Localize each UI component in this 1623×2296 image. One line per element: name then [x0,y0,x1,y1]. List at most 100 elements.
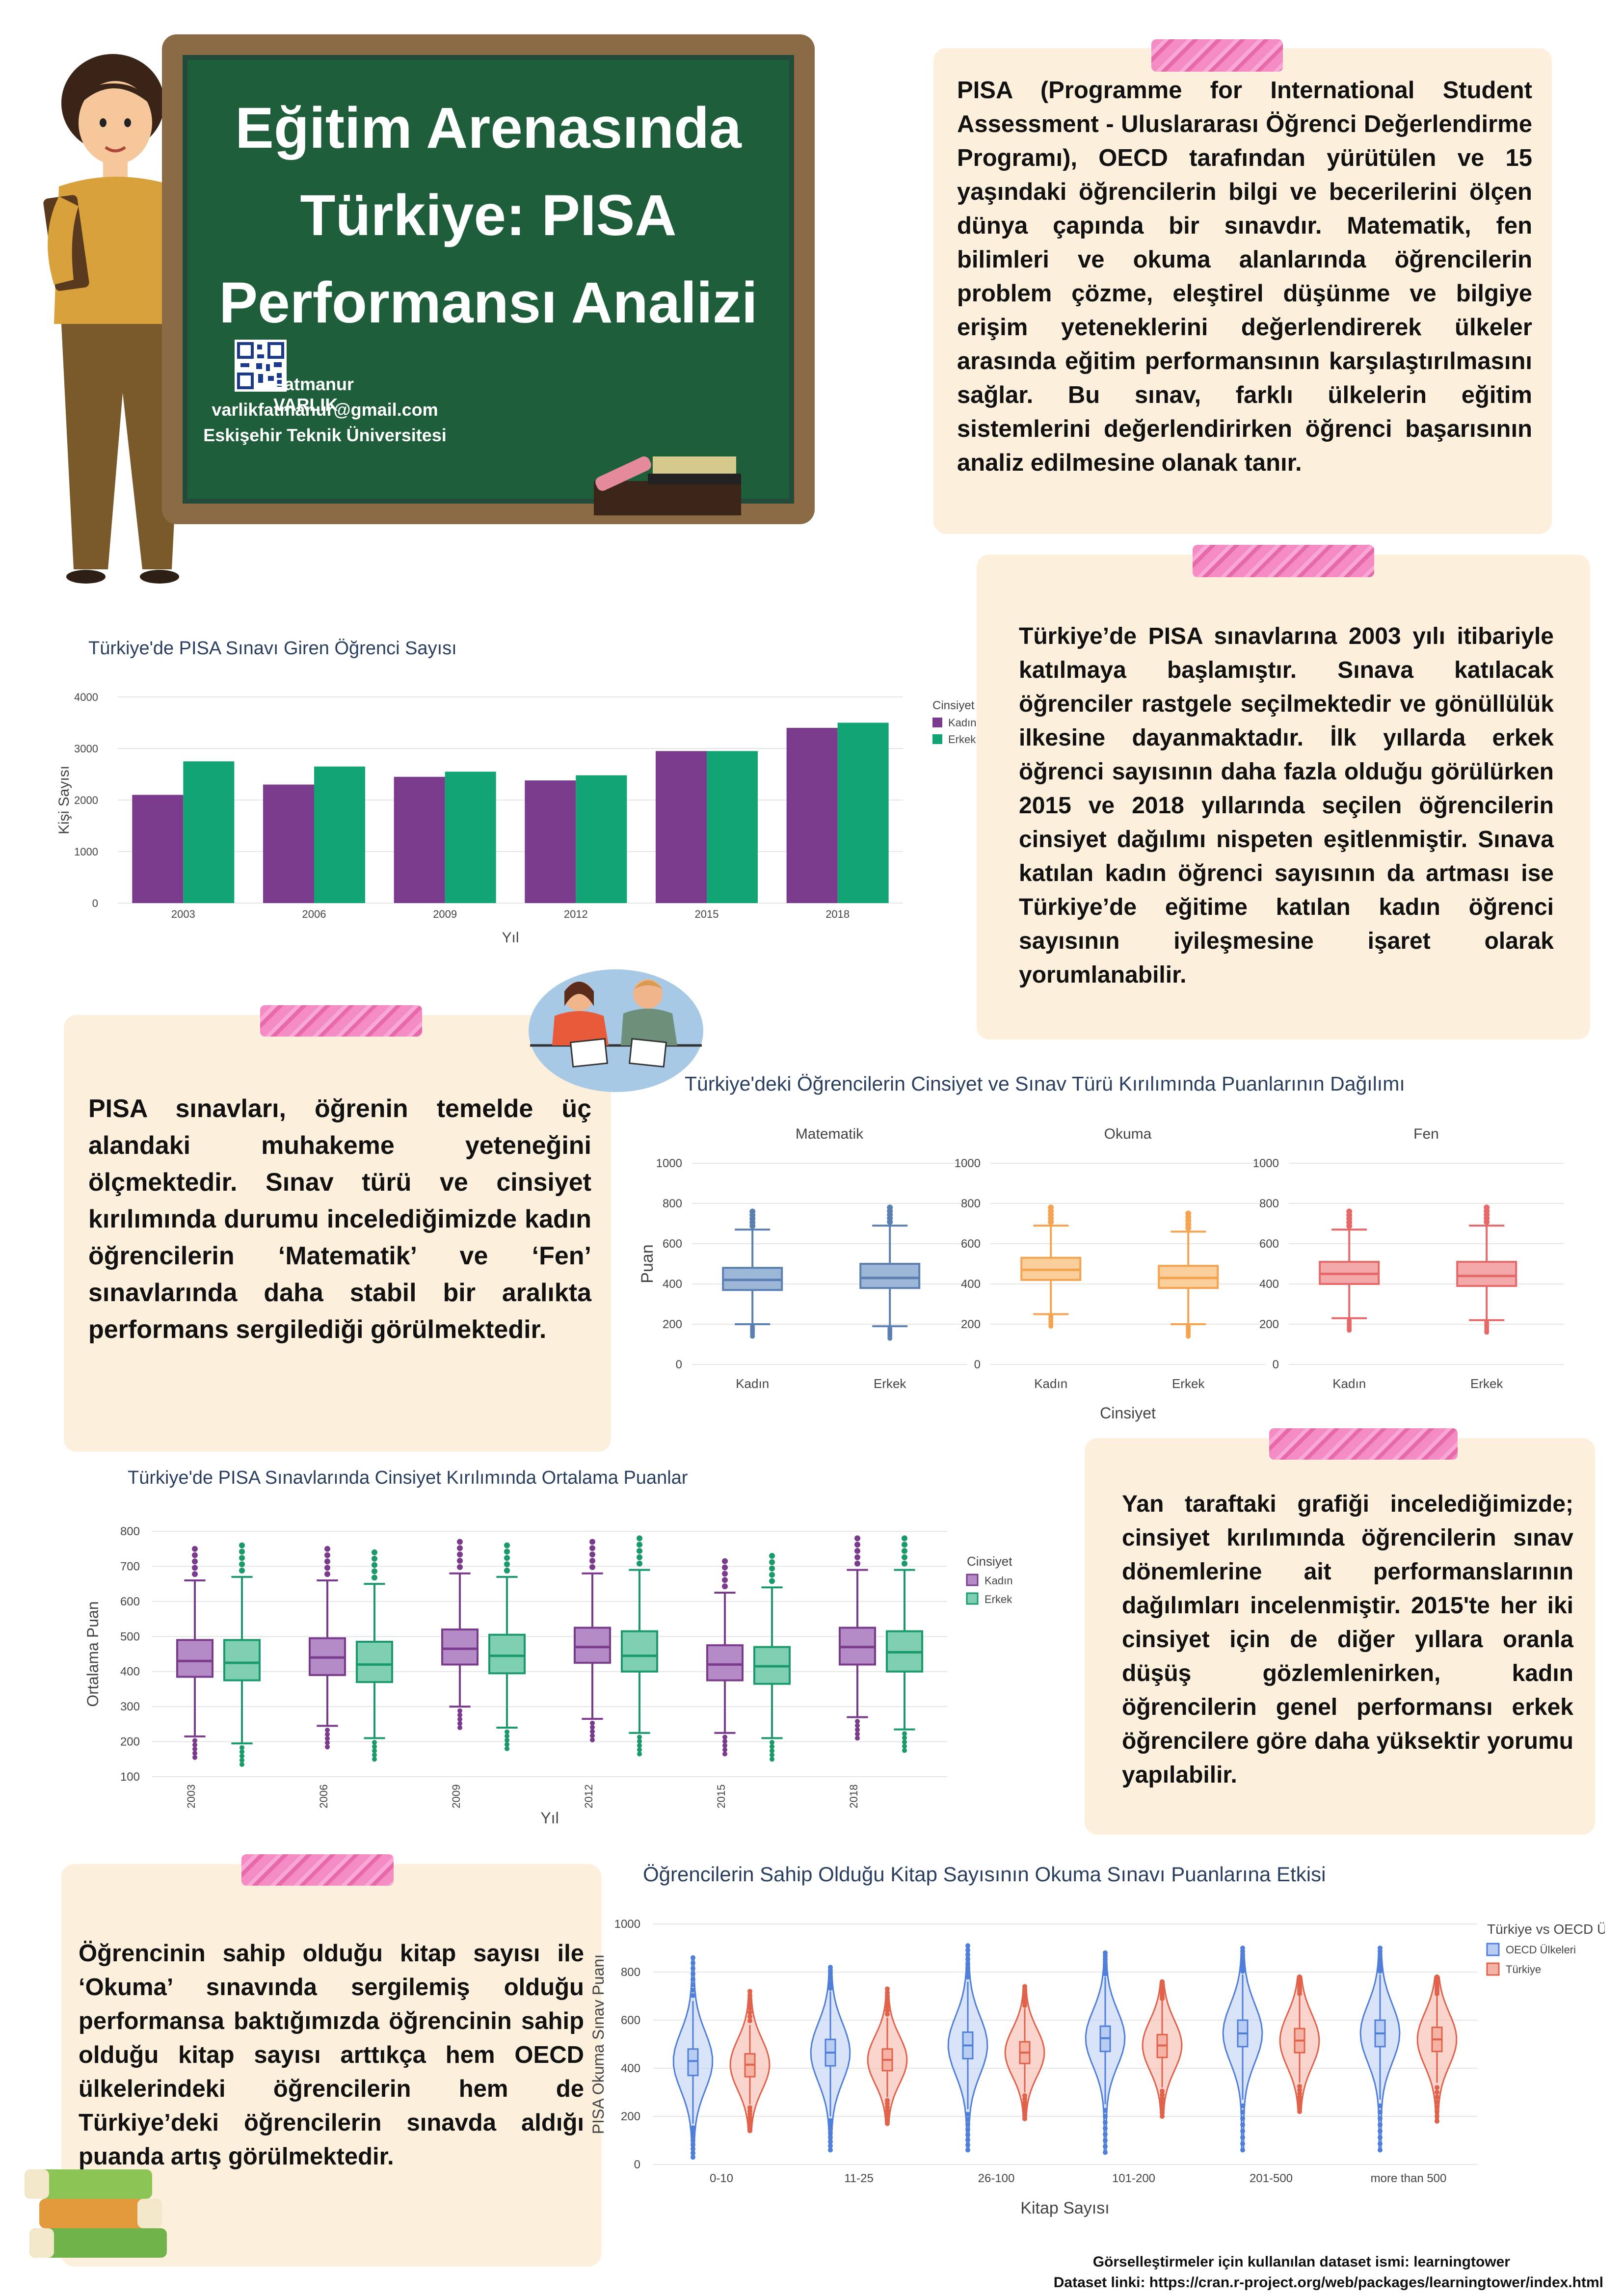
box-kadin-outlier [457,1721,462,1726]
turkiye-outlier [885,2001,890,2006]
y-tick-label: 1000 [955,1157,981,1170]
y-tick-label: 600 [961,1237,981,1251]
bar-kadın [525,780,576,903]
y-tick-label: 400 [120,1665,140,1679]
y-tick-label: 600 [621,2014,640,2027]
box-erkek-outlier [504,1548,510,1555]
box-okuma-outlier [1186,1334,1191,1339]
oecd-outlier [828,2139,833,2144]
turkiye-outlier [1022,1984,1027,1989]
turkiye-outlier [885,2121,890,2126]
box-kadin-outlier [855,1731,860,1736]
bar-kadın [394,776,445,903]
box-erkek-outlier [770,1740,774,1745]
y-tick-label: 1000 [656,1157,682,1170]
oecd-outlier [1378,2129,1383,2134]
turkiye-outlier [747,2128,752,2134]
y-tick-label: 600 [663,1237,682,1251]
oecd-outlier [1103,2108,1108,2113]
box-kadin-outlier [324,1558,330,1565]
box-kadin-outlier [854,1554,860,1560]
turkiye-outlier [1297,2098,1302,2104]
y-tick-label: 0 [676,1358,682,1371]
turkiye-outlier [1297,2091,1302,2096]
box-erkek-outlier [902,1739,907,1745]
box-kadin-outlier [855,1727,860,1733]
oecd-outlier [1240,2147,1245,2153]
turkiye-outlier [1160,2099,1165,2105]
box-kadin-outlier [855,1719,860,1724]
box-kadin-outlier [192,1558,198,1565]
box-erkek-box [356,1641,393,1683]
y-tick-label: 1000 [74,846,98,858]
tape-decoration [1151,39,1283,72]
turkiye-outlier [1435,2109,1439,2114]
box-erkek-outlier [637,1738,642,1744]
turkiye-outlier [1160,2107,1165,2112]
box-matematik-outlier [887,1335,893,1341]
oecd-outlier [691,1960,695,1966]
y-tick-label: 3000 [74,743,98,755]
box-erkek-outlier [504,1555,510,1561]
books-stack-illustration [25,2169,167,2258]
y-axis-label: Ortalama Puan [84,1601,102,1707]
y-tick-label: 200 [621,2110,640,2123]
oecd-outlier [965,2142,970,2148]
oecd-outlier [1378,2141,1383,2146]
box-kadin-outlier [325,1744,330,1750]
x-tick-label: 2015 [715,1785,727,1809]
box-kadin-outlier [192,1546,198,1552]
box-kadin-outlier [590,1729,595,1734]
y-tick-label: 700 [120,1560,140,1573]
box-erkek-outlier [637,1735,642,1740]
box-erkek-outlier [372,1757,377,1762]
turkiye-outlier [747,2005,752,2011]
box-kadin-outlier [324,1571,330,1577]
y-tick-label: 0 [634,2158,640,2171]
oecd-outlier [965,1943,970,1949]
box-erkek-box [621,1630,658,1673]
box-kadin-outlier [192,1751,197,1756]
tape-decoration [1269,1428,1458,1460]
box-kadin-outlier [722,1558,728,1564]
oecd-outlier [1103,2144,1108,2149]
turkey-text: Türkiye’de PISA sınavlarına 2003 yılı it… [1019,623,1554,988]
turkiye-outlier [885,2011,890,2017]
turkiye-outlier [885,1986,890,1992]
oecd-outlier [828,2135,833,2140]
box-erkek-outlier [239,1561,245,1568]
oecd-outlier [965,1948,970,1953]
box-kadin-outlier [590,1720,595,1726]
turkiye-outlier [1160,1979,1165,1984]
box-kadin-outlier [457,1708,462,1713]
box-okuma-outlier [1185,1210,1192,1217]
y-axis-label: PISA Okuma Sınav Puanı [589,1954,607,2134]
x-tick-label: 2003 [185,1785,197,1809]
y-tick-label: 100 [120,1770,140,1784]
dataset-name: Görselleştirmeler için kullanılan datase… [1092,2254,1510,2270]
box-erkek-outlier [372,1555,377,1562]
students-illustration [529,969,703,1092]
box-kadin-outlier [192,1738,197,1743]
box-erkek-outlier [769,1565,775,1572]
turkiye-outlier [747,1993,752,1998]
box-erkek-outlier [902,1542,907,1548]
box-kadin-outlier [325,1740,330,1745]
box-erkek-outlier [239,1568,245,1574]
exams-card [64,1015,611,1452]
box-erkek-outlier [239,1745,244,1750]
x-axis-label: Cinsiyet [1100,1404,1156,1422]
turkiye-outlier [747,1989,752,1994]
bar-erkek [837,722,889,903]
box-erkek-outlier [239,1762,244,1767]
box-erkek-outlier [902,1735,907,1740]
box-erkek-outlier [769,1572,775,1578]
bar-kadın [132,795,184,903]
y-tick-label: 200 [120,1735,140,1749]
box-erkek-outlier [239,1548,245,1555]
turkiye-outlier [1297,2083,1302,2089]
box-kadin-outlier [192,1565,198,1571]
oecd-outlier [691,1976,695,1982]
box-fen-outlier [1346,1208,1353,1215]
box-kadin-outlier [590,1733,595,1738]
